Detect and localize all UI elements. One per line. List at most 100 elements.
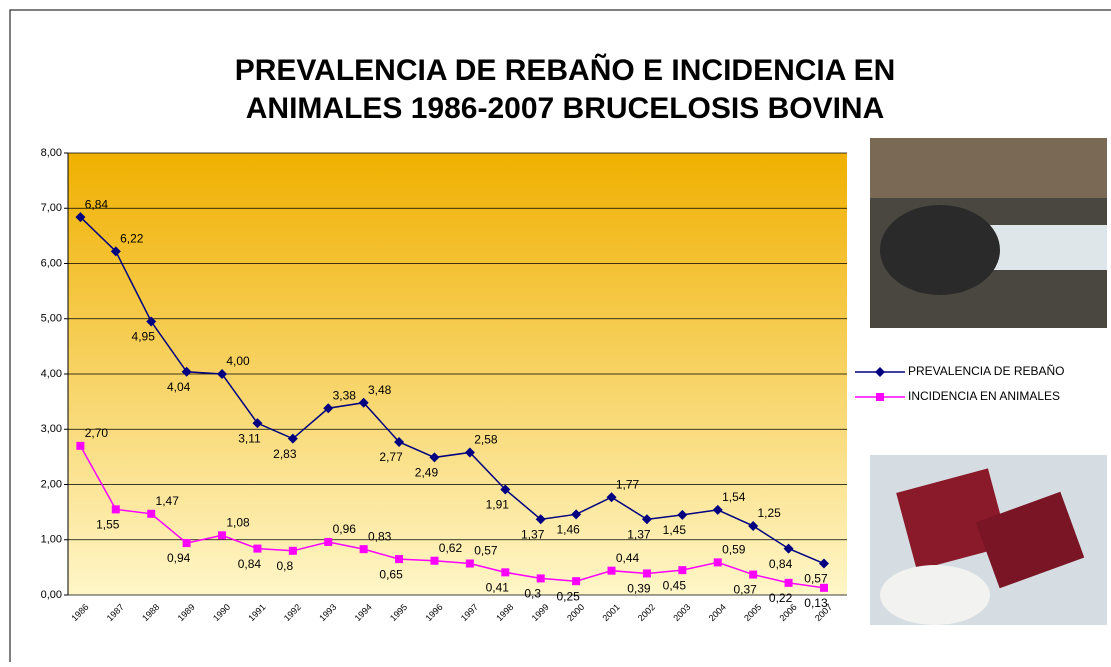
frame [9, 9, 1111, 662]
marker [181, 366, 192, 377]
marker [218, 531, 227, 540]
data-label: 4,95 [132, 330, 156, 344]
data-label: 0,45 [663, 578, 687, 592]
marker [253, 544, 262, 553]
x-tick-label: 1995 [388, 602, 409, 623]
marker [783, 543, 794, 554]
data-label: 6,84 [85, 197, 109, 211]
y-tick-label: 6,00 [41, 257, 62, 269]
data-label: 2,70 [85, 426, 109, 440]
marker [465, 559, 474, 568]
marker [430, 556, 439, 565]
data-label: 4,04 [167, 380, 191, 394]
data-label: 3,48 [368, 383, 392, 397]
marker [324, 537, 333, 546]
marker [500, 484, 511, 495]
marker [535, 514, 546, 525]
data-label: 0,39 [627, 582, 651, 596]
legend-marker [875, 367, 885, 377]
x-tick-label: 1991 [246, 602, 267, 623]
marker [536, 574, 545, 583]
marker [359, 545, 368, 554]
data-label: 1,77 [616, 477, 640, 491]
data-label: 0,59 [722, 543, 746, 557]
data-label: 1,54 [722, 490, 746, 504]
data-label: 0,37 [733, 583, 757, 597]
marker [748, 520, 759, 531]
data-label: 0,22 [769, 591, 793, 605]
data-label: 0,83 [368, 529, 392, 543]
x-tick-label: 2003 [671, 602, 692, 623]
data-label: 0,57 [804, 572, 828, 586]
data-label: 0,8 [277, 559, 294, 573]
y-tick-label: 2,00 [41, 478, 62, 490]
marker [641, 514, 652, 525]
marker [749, 570, 758, 579]
series-line [79, 445, 825, 589]
marker [606, 492, 617, 503]
photo-bottom [870, 455, 1107, 625]
data-label: 1,08 [226, 516, 250, 530]
x-tick-label: 1996 [423, 602, 444, 623]
x-tick-label: 1998 [494, 602, 515, 623]
marker [323, 403, 334, 414]
marker [429, 452, 440, 463]
data-label: 0,44 [616, 551, 640, 565]
marker [571, 509, 582, 520]
data-label: 1,91 [486, 498, 510, 512]
marker [819, 583, 828, 592]
marker [394, 436, 405, 447]
data-label: 0,94 [167, 551, 191, 565]
legend-marker [876, 393, 884, 401]
y-tick-label: 7,00 [41, 202, 62, 214]
x-tick-label: 1989 [176, 602, 197, 623]
data-label: 0,96 [333, 522, 357, 536]
x-tick-label: 2006 [778, 602, 799, 623]
y-tick-label: 4,00 [41, 368, 62, 380]
x-tick-label: 1986 [69, 602, 90, 623]
data-label: 1,37 [521, 527, 545, 541]
x-tick-label: 1988 [140, 602, 161, 623]
y-tick-label: 3,00 [41, 423, 62, 435]
x-tick-label: 2002 [636, 602, 657, 623]
x-tick-label: 1992 [282, 602, 303, 623]
y-tick-label: 1,00 [41, 534, 62, 546]
x-tick-label: 1997 [459, 602, 480, 623]
data-label: 0,41 [486, 581, 510, 595]
marker [146, 316, 157, 327]
x-tick-label: 1987 [105, 602, 126, 623]
data-label: 0,65 [379, 567, 403, 581]
marker [147, 509, 156, 518]
marker [76, 441, 85, 450]
photo-top [870, 138, 1107, 328]
x-tick-label: 2000 [565, 602, 586, 623]
marker [572, 577, 581, 586]
x-tick-label: 2005 [742, 602, 763, 623]
data-label: 1,37 [627, 527, 651, 541]
marker [252, 418, 263, 429]
data-label: 1,55 [96, 518, 120, 532]
y-tick-label: 8,00 [41, 147, 62, 159]
marker [75, 212, 86, 223]
data-label: 0,84 [769, 557, 793, 571]
data-label: 0,13 [804, 596, 828, 610]
data-label: 2,77 [379, 450, 403, 464]
x-tick-label: 1999 [530, 602, 551, 623]
marker [784, 578, 793, 587]
chart-title: PREVALENCIA DE REBAÑO E INCIDENCIA EN [235, 53, 896, 87]
y-tick-label: 0,00 [41, 589, 62, 601]
data-label: 0,84 [238, 557, 262, 571]
marker [712, 504, 723, 515]
marker [501, 568, 510, 577]
data-label: 1,47 [156, 494, 180, 508]
marker [182, 539, 191, 548]
marker [642, 569, 651, 578]
data-label: 4,00 [226, 354, 250, 368]
chart-title: ANIMALES 1986-2007 BRUCELOSIS BOVINA [246, 92, 885, 125]
marker [818, 558, 829, 569]
marker [395, 555, 404, 564]
data-label: 0,62 [439, 541, 463, 555]
x-tick-label: 2004 [707, 602, 728, 623]
marker [607, 566, 616, 575]
